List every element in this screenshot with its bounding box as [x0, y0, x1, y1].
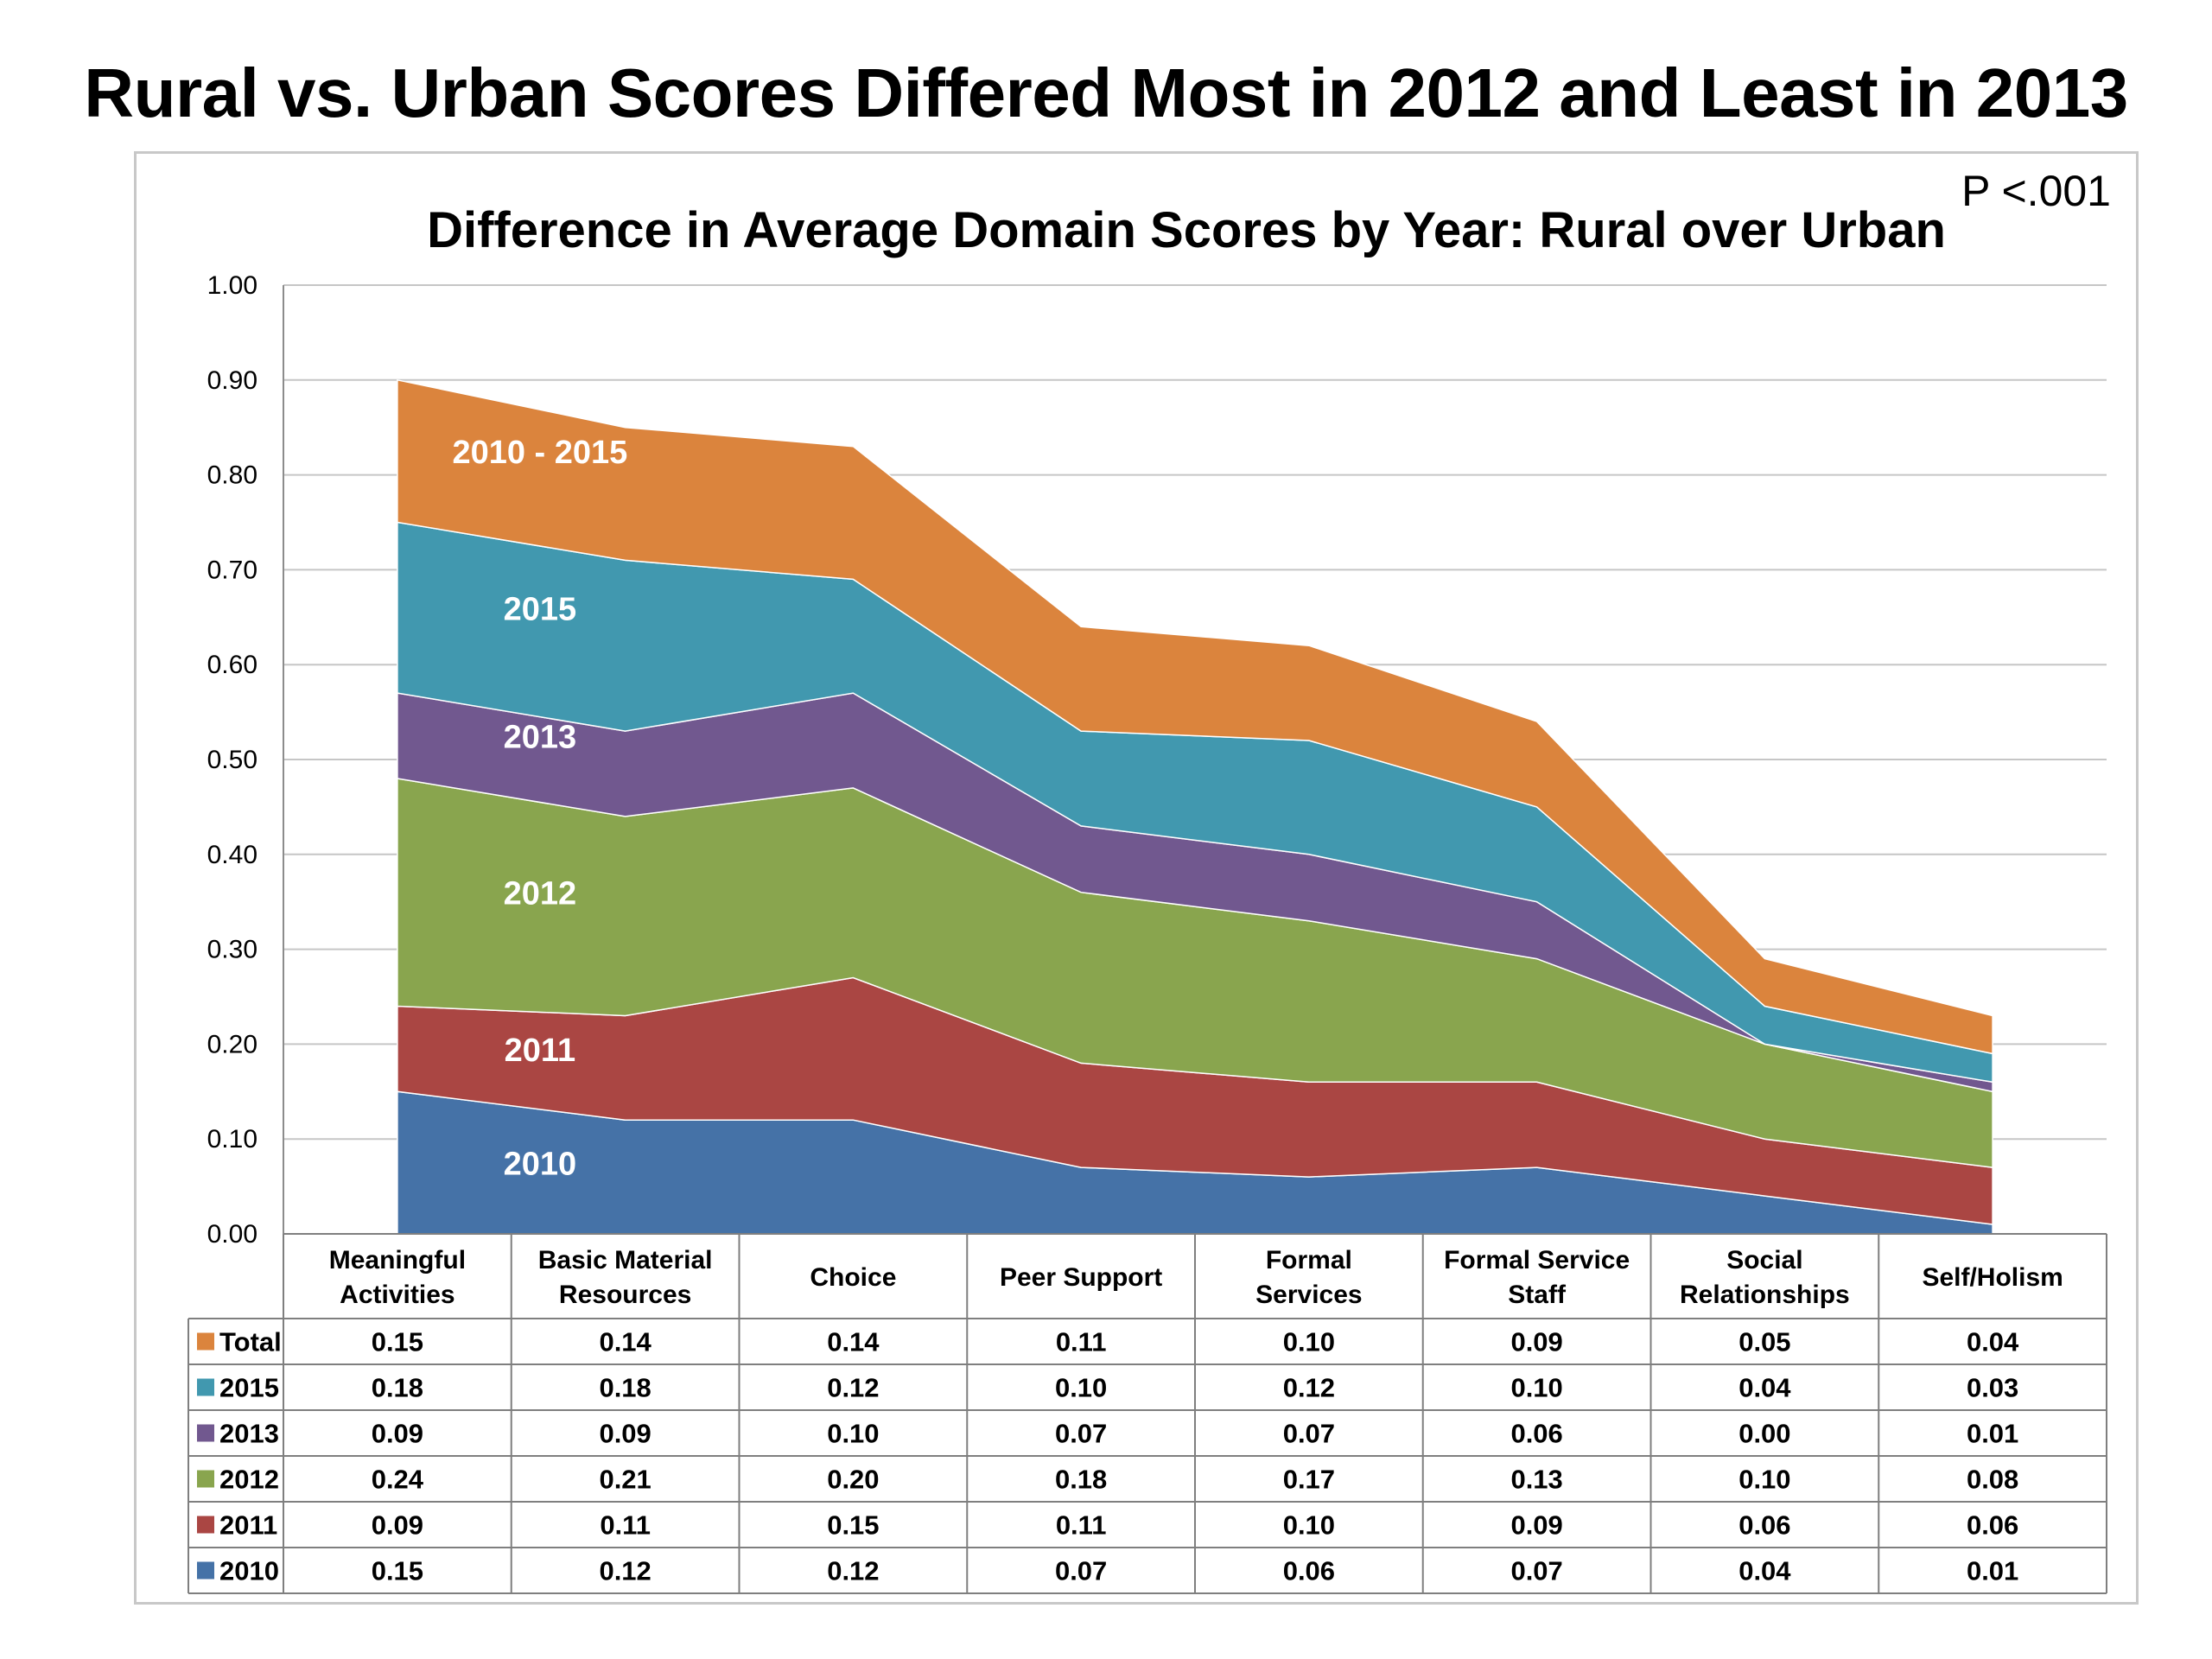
table-cell: 0.10: [827, 1419, 879, 1449]
table-cell: 0.24: [372, 1465, 424, 1495]
legend-swatch-2012: [197, 1470, 214, 1488]
row-label-2013: 2013: [219, 1419, 279, 1449]
table-cell: 0.10: [1055, 1373, 1107, 1403]
table-cell: 0.09: [599, 1419, 651, 1449]
table-cell: 0.06: [1738, 1510, 1790, 1541]
table-cell: 0.06: [1967, 1510, 2018, 1541]
band-label-2015: 2015: [504, 591, 577, 627]
slide-title: Rural vs. Urban Scores Differed Most in …: [84, 54, 2128, 131]
table-cell: 0.21: [599, 1465, 651, 1495]
y-tick-label: 0.50: [207, 746, 257, 774]
row-label-2011: 2011: [219, 1510, 277, 1541]
table-cell: 0.15: [372, 1556, 423, 1586]
table-cell: 0.07: [1055, 1556, 1107, 1586]
row-label-2010: 2010: [219, 1556, 279, 1586]
table-cell: 0.00: [1738, 1419, 1790, 1449]
category-label: Peer Support: [1000, 1263, 1162, 1292]
table-cell: 0.03: [1967, 1373, 2018, 1403]
table-cell: 0.12: [1283, 1373, 1335, 1403]
category-label: Basic Material Resources: [538, 1246, 713, 1309]
table-cell: 0.06: [1283, 1556, 1335, 1586]
chart-svg: P <.001 Difference in Average Domain Sco…: [188, 167, 2111, 1594]
row-label-2015: 2015: [219, 1373, 279, 1403]
band-label-2010: 2010: [504, 1147, 577, 1183]
y-tick-label: 0.30: [207, 936, 257, 964]
y-tick-label: 0.70: [207, 556, 257, 584]
band-label-2011: 2011: [505, 1033, 575, 1069]
y-tick-label: 1.00: [207, 271, 257, 300]
table-cell: 0.12: [827, 1373, 879, 1403]
table-cell: 0.18: [1055, 1465, 1107, 1495]
row-label-total: Total: [219, 1327, 282, 1357]
category-label: Formal Services: [1255, 1246, 1362, 1309]
band-labels: 2010 2011 2012 2013 2015 2010 - 2015: [452, 435, 627, 1183]
table-cell: 0.13: [1510, 1465, 1562, 1495]
legend-swatch-2013: [197, 1424, 214, 1442]
p-value-annotation: P <.001: [1961, 167, 2111, 215]
legend-swatch-2011: [197, 1516, 214, 1534]
chart-frame: P <.001 Difference in Average Domain Sco…: [134, 151, 2139, 1605]
category-label: Social Relationships: [1680, 1246, 1850, 1309]
stacked-areas: [397, 378, 1993, 1235]
y-tick-label: 0.20: [207, 1030, 257, 1058]
table-cell: 0.14: [827, 1327, 880, 1357]
band-label-2012: 2012: [504, 876, 577, 912]
table-cell: 0.10: [1738, 1465, 1790, 1495]
chart-title: Difference in Average Domain Scores by Y…: [427, 202, 1946, 258]
table-cell: 0.04: [1967, 1327, 2019, 1357]
table-cell: 0.12: [827, 1556, 879, 1586]
table-cell: 0.01: [1967, 1419, 2018, 1449]
table-cell: 0.18: [599, 1373, 651, 1403]
table-cell: 0.11: [1056, 1327, 1107, 1357]
y-tick-label: 0.80: [207, 461, 257, 490]
y-tick-label: 0.90: [207, 366, 257, 395]
category-label: Self/Holism: [1922, 1263, 2063, 1292]
table-cell: 0.09: [1510, 1327, 1562, 1357]
area-series-total: [397, 378, 1993, 1055]
table-cell: 0.15: [372, 1327, 423, 1357]
category-label: Meaningful Activities: [329, 1246, 466, 1309]
table-cell: 0.07: [1055, 1419, 1107, 1449]
table-cell: 0.04: [1738, 1556, 1791, 1586]
legend-swatch-2010: [197, 1561, 214, 1580]
legend-swatch-2015: [197, 1378, 214, 1396]
table-cell: 0.06: [1510, 1419, 1562, 1449]
table-cell: 0.05: [1738, 1327, 1790, 1357]
y-tick-label: 0.60: [207, 651, 257, 679]
legend-swatch-total: [197, 1332, 214, 1351]
row-label-2012: 2012: [219, 1465, 279, 1495]
band-label-2013: 2013: [504, 720, 577, 756]
y-tick-label: 0.40: [207, 841, 257, 869]
table-cell: 0.09: [372, 1510, 423, 1541]
table-cell: 0.11: [1056, 1510, 1107, 1541]
category-label: Formal Service Staff: [1444, 1246, 1630, 1309]
table-cell: 0.18: [372, 1373, 423, 1403]
y-tick-label: 0.10: [207, 1125, 257, 1154]
table-cell: 0.12: [599, 1556, 651, 1586]
table-cell: 0.17: [1283, 1465, 1335, 1495]
table-cell: 0.10: [1283, 1327, 1335, 1357]
table-cell: 0.04: [1738, 1373, 1791, 1403]
table-cell: 0.07: [1283, 1419, 1335, 1449]
table-cell: 0.10: [1510, 1373, 1562, 1403]
table-cell: 0.11: [600, 1510, 651, 1541]
table-cell: 0.01: [1967, 1556, 2018, 1586]
table-cell: 0.09: [372, 1419, 423, 1449]
table-cell: 0.09: [1510, 1510, 1562, 1541]
table-cell: 0.07: [1510, 1556, 1562, 1586]
data-table: Meaningful Activities Basic Material Resour…: [188, 1233, 2107, 1594]
table-cell: 0.08: [1967, 1465, 2018, 1495]
category-label: Choice: [810, 1263, 896, 1292]
y-tick-label: 0.00: [207, 1220, 257, 1249]
band-label-total: 2010 - 2015: [452, 435, 627, 471]
table-cell: 0.10: [1283, 1510, 1335, 1541]
table-cell: 0.20: [827, 1465, 879, 1495]
table-cell: 0.15: [827, 1510, 879, 1541]
table-cell: 0.14: [599, 1327, 652, 1357]
